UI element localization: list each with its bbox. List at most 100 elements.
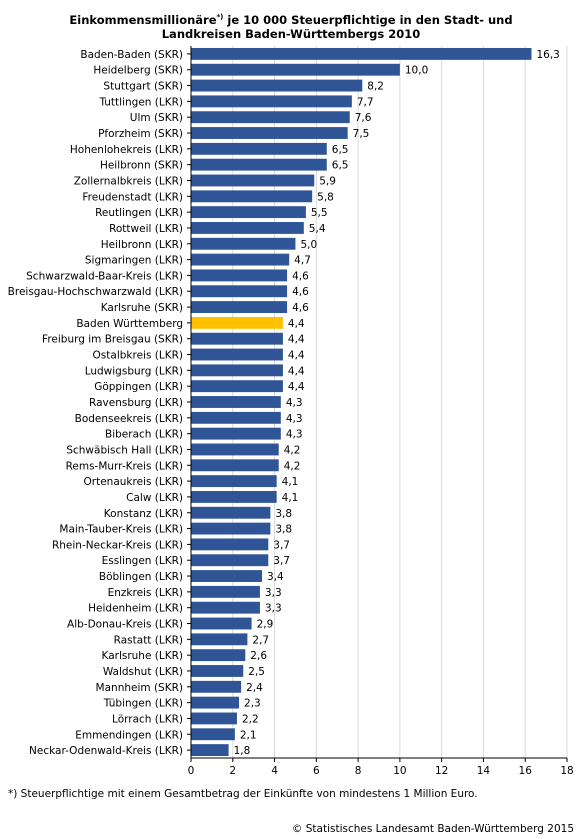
category-label: Heidelberg (SKR) xyxy=(93,65,183,77)
category-label: Schwäbisch Hall (LKR) xyxy=(66,444,183,456)
category-label: Neckar-Odenwald-Kreis (LKR) xyxy=(29,745,183,757)
bar xyxy=(191,332,283,345)
category-label: Tübingen (LKR) xyxy=(103,698,183,710)
category-label: Baden-Baden (SKR) xyxy=(80,49,183,61)
value-label: 4,6 xyxy=(292,302,309,314)
bar xyxy=(191,222,304,234)
value-label: 4,4 xyxy=(288,318,305,330)
x-tick-label: 4 xyxy=(271,765,278,777)
value-label: 4,2 xyxy=(284,444,301,456)
category-label: Baden Württemberg xyxy=(76,318,183,330)
x-tick-label: 0 xyxy=(188,765,195,777)
category-label: Main-Tauber-Kreis (LKR) xyxy=(59,524,183,536)
value-label: 2,2 xyxy=(242,713,259,725)
category-label: Pforzheim (SKR) xyxy=(98,128,183,140)
x-tick-label: 14 xyxy=(477,765,491,777)
value-label: 3,7 xyxy=(273,555,290,567)
bar xyxy=(191,411,281,424)
value-label: 4,6 xyxy=(292,270,309,282)
value-label: 3,7 xyxy=(273,539,290,551)
category-label: Göppingen (LKR) xyxy=(94,381,183,393)
bar xyxy=(191,617,252,630)
value-label: 4,6 xyxy=(292,286,309,298)
chart-title-footnote-mark: *) xyxy=(216,13,224,21)
category-label: Sigmaringen (LKR) xyxy=(85,255,183,267)
x-tick-label: 10 xyxy=(393,765,406,777)
source-credit: © Statistisches Landesamt Baden-Württemb… xyxy=(291,823,574,835)
value-label: 7,5 xyxy=(353,128,370,140)
bar xyxy=(191,253,290,266)
value-label: 5,9 xyxy=(319,175,336,187)
bar xyxy=(191,380,283,393)
value-label: 16,3 xyxy=(536,49,559,61)
value-label: 3,3 xyxy=(265,603,282,615)
x-axis: 0 2 4 6 8 10 12 14 16 18 xyxy=(187,46,574,777)
value-label: 8,2 xyxy=(367,81,384,93)
category-label: Bodenseekreis (LKR) xyxy=(75,413,183,425)
bar xyxy=(191,570,263,582)
value-label: 4,3 xyxy=(286,397,303,409)
category-label: Heilbronn (LKR) xyxy=(101,239,183,251)
bar xyxy=(191,522,271,535)
value-label: 10,0 xyxy=(405,65,428,77)
value-label: 5,4 xyxy=(309,223,326,235)
category-label: Biberach (LKR) xyxy=(105,429,183,441)
x-tick-label: 8 xyxy=(355,765,362,777)
bar xyxy=(191,554,269,567)
bar xyxy=(191,680,242,693)
bar xyxy=(191,174,315,187)
bar xyxy=(191,728,235,741)
bar xyxy=(191,744,229,757)
category-label: Mannheim (SKR) xyxy=(96,682,183,694)
category-label: Ravensburg (LKR) xyxy=(89,397,183,409)
value-label: 7,7 xyxy=(357,96,374,108)
category-label: Hohenlohekreis (LKR) xyxy=(70,144,183,156)
bar xyxy=(191,649,246,662)
value-label: 4,4 xyxy=(288,365,305,377)
bar xyxy=(191,538,269,551)
bar xyxy=(191,396,281,408)
category-label: Enzkreis (LKR) xyxy=(108,587,183,599)
bar-highlight xyxy=(191,316,283,329)
category-label: Breisgau-Hochschwarzwald (LKR) xyxy=(8,286,183,298)
chart-title: Einkommensmillionäre*) je 10 000 Steuerp… xyxy=(0,10,582,41)
category-label: Freiburg im Breisgau (SKR) xyxy=(42,334,183,346)
value-label: 4,4 xyxy=(288,334,305,346)
bar xyxy=(191,443,279,456)
value-label: 4,4 xyxy=(288,350,305,362)
category-label: Emmendingen (LKR) xyxy=(75,729,183,741)
bar xyxy=(191,269,288,282)
footnote: *) Steuerpflichtige mit einem Gesamtbetr… xyxy=(8,788,478,800)
category-label: Stuttgart (SKR) xyxy=(103,81,183,93)
value-label: 4,4 xyxy=(288,381,305,393)
bar xyxy=(191,63,400,76)
x-tick-label: 2 xyxy=(229,765,236,777)
category-label: Heidenheim (LKR) xyxy=(88,603,183,615)
value-label: 4,1 xyxy=(282,476,299,488)
chart-title-text-cont: je 10 000 Steuerpflichtige in den Stadt-… xyxy=(223,12,513,27)
category-labels: Baden-Baden (SKR) Heidelberg (SKR) Stuttga… xyxy=(8,49,183,757)
value-label: 4,7 xyxy=(294,255,311,267)
category-label: Karlsruhe (LKR) xyxy=(102,650,184,662)
bar xyxy=(191,491,277,503)
bars xyxy=(191,47,532,757)
bar xyxy=(191,459,279,472)
x-tick-label: 16 xyxy=(519,765,533,777)
category-label: Freudenstadt (LKR) xyxy=(82,191,183,203)
category-label: Waldshut (LKR) xyxy=(103,666,183,678)
value-label: 3,8 xyxy=(275,524,292,536)
value-label: 6,5 xyxy=(332,144,349,156)
value-label: 2,7 xyxy=(252,634,269,646)
value-label: 2,6 xyxy=(250,650,267,662)
category-label: Rems-Murr-Kreis (LKR) xyxy=(66,460,183,472)
x-tick-label: 12 xyxy=(435,765,448,777)
category-label: Ulm (SKR) xyxy=(130,112,183,124)
bar xyxy=(191,142,327,155)
category-label: Reutlingen (LKR) xyxy=(95,207,183,219)
category-label: Esslingen (LKR) xyxy=(102,555,183,567)
category-label: Heilbronn (SKR) xyxy=(100,160,183,172)
bar xyxy=(191,47,532,60)
value-label: 5,0 xyxy=(300,239,317,251)
category-label: Alb-Donau-Kreis (LKR) xyxy=(67,619,183,631)
value-label: 2,9 xyxy=(257,619,274,631)
